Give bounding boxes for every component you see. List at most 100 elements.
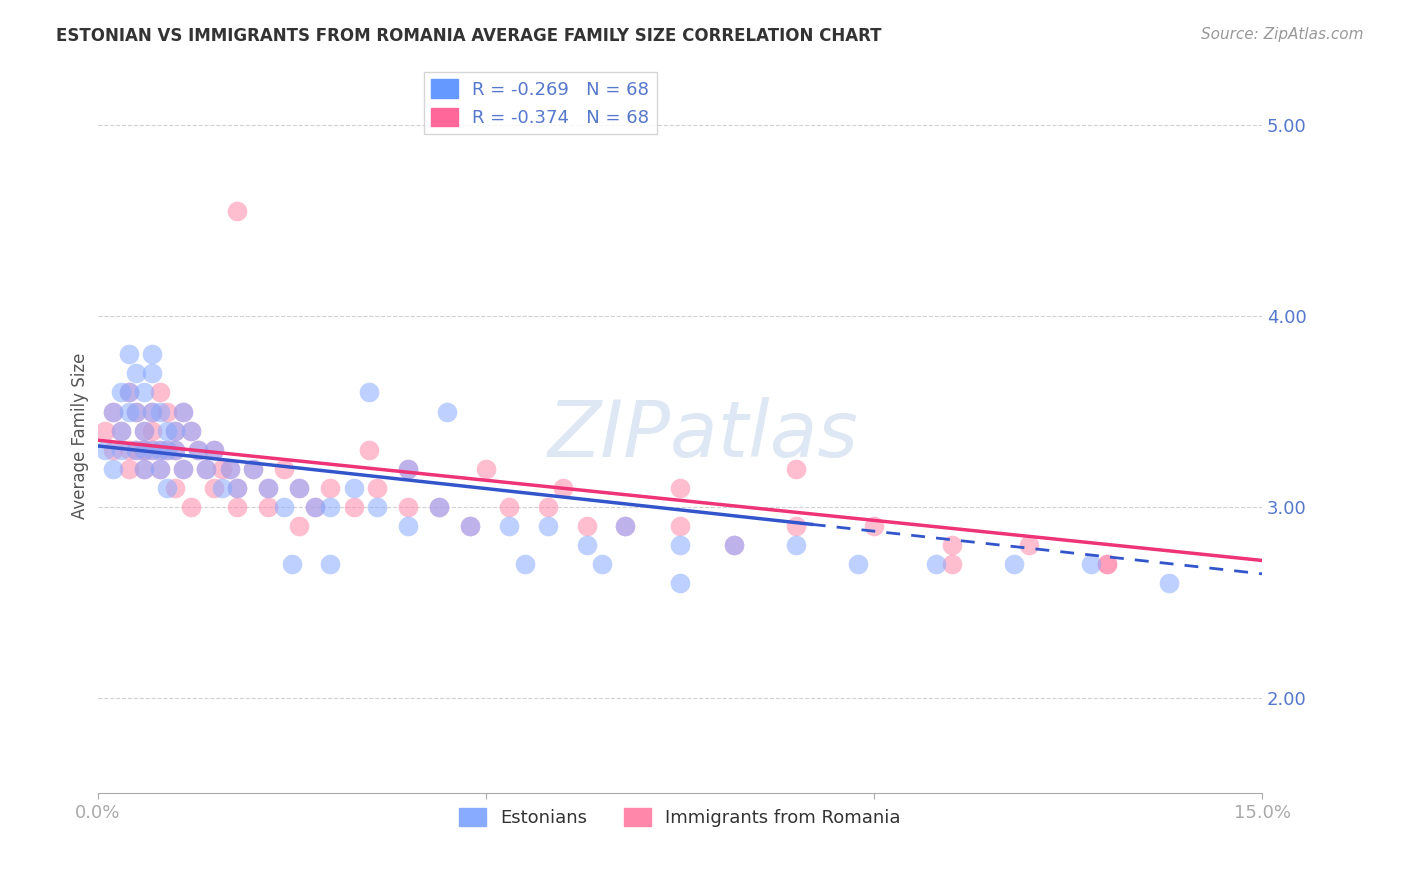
Point	[575, 519, 598, 533]
Point	[125, 404, 148, 418]
Point	[288, 481, 311, 495]
Point	[273, 500, 295, 514]
Point	[141, 367, 163, 381]
Point	[94, 424, 117, 438]
Point	[614, 519, 637, 533]
Point	[125, 442, 148, 457]
Point	[257, 500, 280, 514]
Point	[94, 442, 117, 457]
Point	[218, 462, 240, 476]
Point	[785, 538, 807, 552]
Point	[172, 462, 194, 476]
Point	[288, 519, 311, 533]
Point	[846, 558, 869, 572]
Point	[110, 424, 132, 438]
Point	[187, 442, 209, 457]
Point	[280, 558, 302, 572]
Point	[288, 481, 311, 495]
Point	[1157, 576, 1180, 591]
Point	[117, 385, 139, 400]
Point	[202, 442, 225, 457]
Point	[1080, 558, 1102, 572]
Point	[1095, 558, 1118, 572]
Point	[513, 558, 536, 572]
Point	[257, 481, 280, 495]
Point	[304, 500, 326, 514]
Point	[498, 500, 520, 514]
Point	[165, 424, 187, 438]
Point	[343, 481, 366, 495]
Point	[436, 404, 458, 418]
Point	[172, 404, 194, 418]
Point	[785, 462, 807, 476]
Point	[273, 462, 295, 476]
Point	[110, 424, 132, 438]
Point	[180, 424, 202, 438]
Point	[101, 404, 124, 418]
Point	[180, 424, 202, 438]
Point	[117, 347, 139, 361]
Point	[117, 404, 139, 418]
Point	[195, 462, 218, 476]
Point	[242, 462, 264, 476]
Point	[396, 519, 419, 533]
Text: ZIPatlas: ZIPatlas	[548, 398, 859, 474]
Point	[319, 500, 342, 514]
Point	[117, 442, 139, 457]
Point	[941, 538, 963, 552]
Point	[591, 558, 613, 572]
Point	[117, 462, 139, 476]
Point	[1018, 538, 1040, 552]
Point	[226, 500, 249, 514]
Point	[134, 462, 156, 476]
Point	[141, 442, 163, 457]
Point	[195, 462, 218, 476]
Y-axis label: Average Family Size: Average Family Size	[72, 352, 89, 518]
Point	[165, 424, 187, 438]
Point	[187, 442, 209, 457]
Point	[211, 462, 233, 476]
Point	[149, 442, 172, 457]
Point	[553, 481, 575, 495]
Point	[941, 558, 963, 572]
Point	[110, 442, 132, 457]
Point	[474, 462, 496, 476]
Point	[211, 481, 233, 495]
Point	[575, 538, 598, 552]
Point	[172, 404, 194, 418]
Point	[141, 404, 163, 418]
Point	[156, 481, 179, 495]
Point	[172, 462, 194, 476]
Point	[156, 442, 179, 457]
Point	[125, 367, 148, 381]
Point	[723, 538, 745, 552]
Point	[117, 385, 139, 400]
Point	[101, 442, 124, 457]
Point	[242, 462, 264, 476]
Point	[458, 519, 481, 533]
Point	[343, 500, 366, 514]
Point	[669, 576, 692, 591]
Point	[149, 442, 172, 457]
Point	[319, 481, 342, 495]
Point	[134, 442, 156, 457]
Text: ESTONIAN VS IMMIGRANTS FROM ROMANIA AVERAGE FAMILY SIZE CORRELATION CHART: ESTONIAN VS IMMIGRANTS FROM ROMANIA AVER…	[56, 27, 882, 45]
Point	[141, 424, 163, 438]
Point	[165, 481, 187, 495]
Point	[156, 442, 179, 457]
Point	[165, 442, 187, 457]
Point	[359, 442, 381, 457]
Point	[149, 462, 172, 476]
Point	[614, 519, 637, 533]
Point	[156, 404, 179, 418]
Point	[141, 404, 163, 418]
Point	[723, 538, 745, 552]
Point	[165, 442, 187, 457]
Point	[396, 462, 419, 476]
Point	[925, 558, 948, 572]
Point	[226, 481, 249, 495]
Point	[366, 500, 388, 514]
Point	[669, 538, 692, 552]
Point	[396, 462, 419, 476]
Point	[498, 519, 520, 533]
